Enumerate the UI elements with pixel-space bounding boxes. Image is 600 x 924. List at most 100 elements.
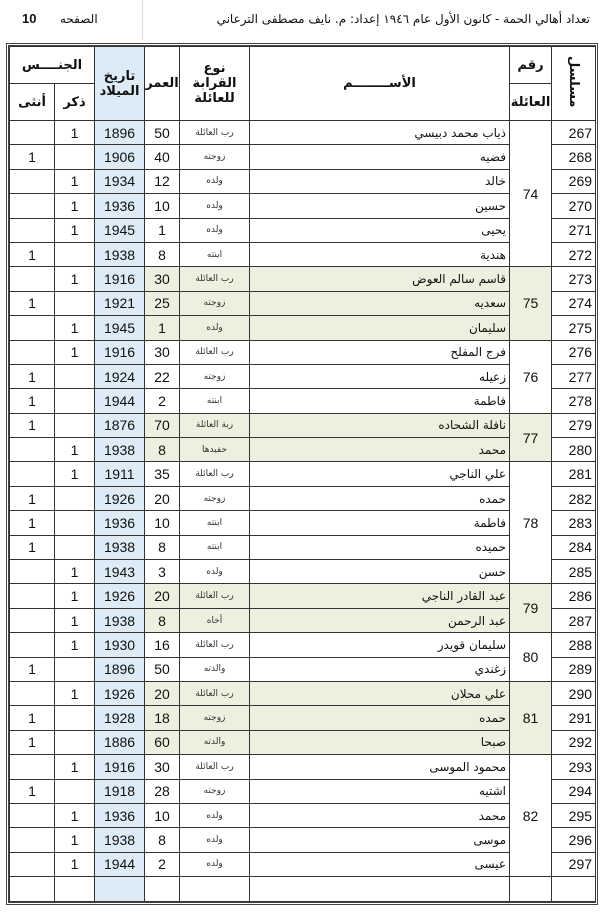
table-row: 284 حميده ابنته 8 1938 1 [8, 534, 597, 561]
table-row: 288 80 سليمان قويدر رب العائلة 16 1930 1 [8, 632, 597, 682]
female-cell: 1 [8, 290, 56, 317]
age-cell: 8 [144, 607, 181, 634]
female-cell [8, 607, 56, 634]
male-cell: 1 [54, 851, 96, 878]
age-cell: 35 [144, 461, 181, 487]
age-cell: 22 [144, 363, 181, 390]
female-cell [8, 339, 56, 365]
male-cell: 1 [54, 607, 96, 634]
serial-cell: 268 [551, 144, 597, 170]
empty-row [8, 876, 597, 902]
serial-cell: 293 [551, 754, 597, 780]
age-cell: 10 [144, 510, 181, 536]
female-cell: 1 [8, 729, 56, 756]
table-row: 279 77 نافلة الشحاده ربة العائلة 70 1876 1 [8, 412, 597, 463]
name-cell: محمود الموسى [249, 754, 511, 780]
dob-cell: 1936 [94, 802, 146, 829]
female-cell: 1 [8, 485, 56, 512]
family-number-cell: 81 [509, 680, 553, 756]
table-row: 267 74 ذياب محمد دبيسي رب العائلة 50 1896 1 [8, 119, 597, 268]
table-row: 273 75 قاسم سالم العوض رب العائلة 30 1916 1 [8, 266, 597, 341]
male-cell: 1 [54, 680, 96, 707]
dob-cell: 1876 [94, 412, 146, 439]
age-cell: 16 [144, 632, 181, 658]
name-cell: ذياب محمد دبيسي [249, 119, 511, 146]
serial-cell: 269 [551, 168, 597, 195]
name-cell: حمده [249, 485, 511, 512]
male-cell [54, 144, 96, 170]
female-cell [8, 754, 56, 780]
female-cell: 1 [8, 705, 56, 731]
male-cell: 1 [54, 266, 96, 292]
female-cell [8, 851, 56, 878]
relation-cell: زوجته [179, 485, 251, 512]
name-cell: حسين [249, 193, 511, 219]
age-cell: 10 [144, 802, 181, 829]
serial-cell: 285 [551, 559, 597, 585]
name-cell: فرج المفلح [249, 339, 511, 365]
header-name: الأســــــــم [249, 46, 511, 121]
dob-cell: 1943 [94, 559, 146, 585]
table-row: 286 79 عبد القادر الناجي رب العائلة 20 1926 1 [8, 583, 597, 634]
empty-cell [54, 876, 96, 902]
empty-cell [144, 876, 181, 902]
table-row: 296 موسى ولده 8 1938 1 [8, 827, 597, 853]
female-cell: 1 [8, 510, 56, 536]
relation-cell: حفيدها [179, 437, 251, 463]
age-cell: 40 [144, 144, 181, 170]
serial-cell: 289 [551, 656, 597, 682]
male-cell [54, 656, 96, 682]
relation-cell: رب العائلة [179, 680, 251, 707]
serial-cell: 278 [551, 388, 597, 414]
age-cell: 25 [144, 290, 181, 317]
family-number-cell: 75 [509, 266, 553, 341]
dob-cell: 1928 [94, 705, 146, 731]
serial-cell: 288 [551, 632, 597, 658]
name-cell: خالد [249, 168, 511, 195]
relation-cell: ربة العائلة [179, 412, 251, 439]
age-cell: 50 [144, 119, 181, 146]
male-cell: 1 [54, 193, 96, 219]
census-table-frame: مسلسل رقم الأســــــــم نوع القرابة للعا… [6, 43, 598, 905]
female-cell: 1 [8, 778, 56, 804]
relation-cell: زوجته [179, 705, 251, 731]
serial-cell: 273 [551, 266, 597, 292]
dob-cell: 1938 [94, 534, 146, 561]
family-number-cell: 76 [509, 339, 553, 414]
female-cell [8, 193, 56, 219]
serial-cell: 284 [551, 534, 597, 561]
dob-cell: 1906 [94, 144, 146, 170]
male-cell [54, 534, 96, 561]
relation-cell: والدته [179, 656, 251, 682]
dob-cell: 1921 [94, 290, 146, 317]
male-cell: 1 [54, 168, 96, 195]
female-cell [8, 119, 56, 146]
relation-cell: زوجته [179, 778, 251, 804]
female-cell [8, 168, 56, 195]
male-cell: 1 [54, 583, 96, 609]
female-cell: 1 [8, 363, 56, 390]
name-cell: عبد الرحمن [249, 607, 511, 634]
age-cell: 20 [144, 583, 181, 609]
male-cell: 1 [54, 754, 96, 780]
table-row: 270 حسين ولده 10 1936 1 [8, 193, 597, 219]
age-cell: 10 [144, 193, 181, 219]
relation-cell: رب العائلة [179, 119, 251, 146]
table-row: 295 محمد ولده 10 1936 1 [8, 802, 597, 829]
table-row: 294 اشتيه زوجته 28 1918 1 [8, 778, 597, 804]
dob-cell: 1930 [94, 632, 146, 658]
name-cell: سعديه [249, 290, 511, 317]
name-cell: موسى [249, 827, 511, 853]
dob-cell: 1926 [94, 680, 146, 707]
name-cell: زعيله [249, 363, 511, 390]
dob-cell: 1916 [94, 266, 146, 292]
name-cell: هندية [249, 241, 511, 268]
relation-cell: زوجته [179, 144, 251, 170]
serial-cell: 297 [551, 851, 597, 878]
age-cell: 8 [144, 241, 181, 268]
age-cell: 28 [144, 778, 181, 804]
female-cell [8, 632, 56, 658]
relation-cell: أخاه [179, 607, 251, 634]
table-row: 292 صبحا والدته 60 1886 1 [8, 729, 597, 756]
female-cell: 1 [8, 412, 56, 439]
